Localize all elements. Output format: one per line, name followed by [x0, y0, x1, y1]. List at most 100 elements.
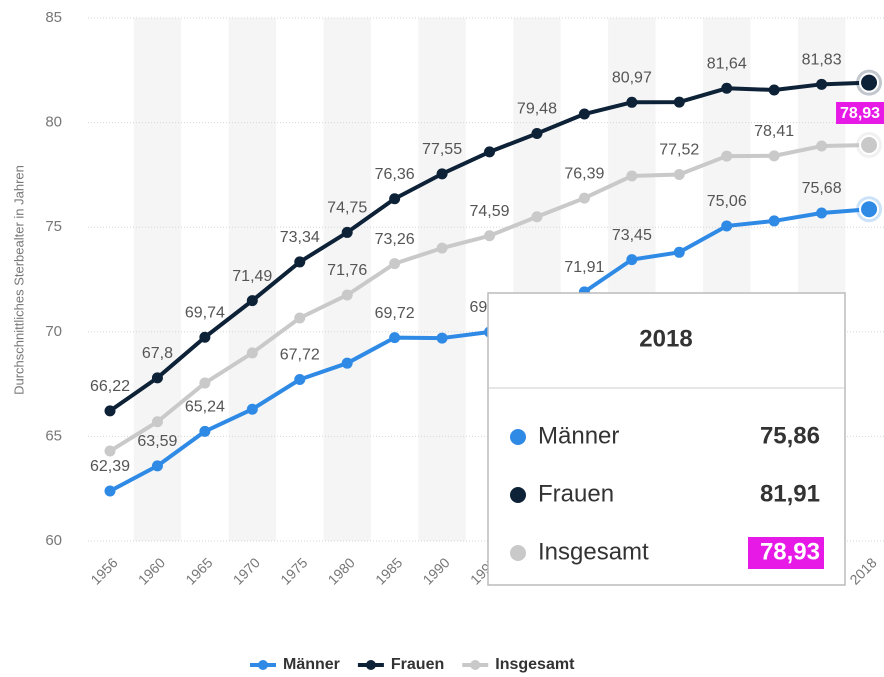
- legend-dot: [365, 660, 376, 670]
- point: [151, 372, 163, 384]
- data-label: 78,93: [840, 105, 880, 122]
- tooltip-name: Insgesamt: [538, 538, 649, 565]
- point: [199, 331, 211, 343]
- tooltip: 2018 Männer 75,86 Frauen 81,91 Insgesamt 78,93: [487, 292, 846, 586]
- point: [816, 207, 828, 219]
- point: [768, 84, 780, 96]
- tooltip-swatch: [510, 429, 526, 445]
- x-tick-label: 1990: [419, 554, 452, 587]
- point: [816, 78, 828, 90]
- point: [721, 150, 733, 162]
- point: [104, 485, 116, 497]
- point: [294, 256, 306, 268]
- point: [626, 96, 638, 108]
- point: [626, 254, 638, 266]
- column-band: [228, 18, 277, 541]
- point: [389, 258, 401, 270]
- point: [816, 140, 828, 152]
- data-label: 77,52: [659, 142, 699, 159]
- data-label: 80,97: [612, 70, 652, 87]
- point: [578, 192, 590, 204]
- y-tick-label: 60: [45, 532, 62, 549]
- x-tick-label: 1956: [87, 554, 120, 587]
- legend-label: Insgesamt: [495, 656, 575, 673]
- point: [436, 332, 448, 344]
- point: [199, 425, 211, 437]
- point: [294, 373, 306, 385]
- point: [151, 460, 163, 472]
- legend-dot: [470, 660, 481, 670]
- point: [104, 445, 116, 457]
- legend-label: Männer: [283, 656, 340, 673]
- point: [768, 215, 780, 227]
- column-band: [418, 18, 466, 541]
- data-label: 69,72: [375, 305, 415, 322]
- tooltip-box: [487, 292, 846, 586]
- point: [341, 357, 353, 369]
- point: [859, 134, 880, 155]
- point: [199, 377, 211, 389]
- point: [104, 405, 116, 417]
- data-label: 71,76: [327, 262, 367, 279]
- data-label: 62,39: [90, 458, 130, 475]
- data-label: 77,55: [422, 141, 462, 158]
- tooltip-swatch: [510, 487, 526, 503]
- point: [246, 347, 258, 359]
- data-label: 65,24: [185, 399, 225, 416]
- data-label: 81,83: [802, 52, 842, 69]
- data-label: 67,72: [280, 347, 320, 364]
- point: [859, 199, 880, 220]
- data-label: 78,41: [754, 123, 794, 140]
- point: [484, 146, 496, 158]
- point: [341, 289, 353, 301]
- point: [626, 170, 638, 182]
- data-label: 76,39: [564, 165, 604, 182]
- point: [436, 168, 448, 180]
- data-label: 66,22: [90, 378, 130, 395]
- data-label: 81,64: [707, 56, 747, 73]
- point: [673, 246, 685, 258]
- data-label: 75,06: [707, 193, 747, 210]
- y-axis-label: Durchschnittliches Sterbealter in Jahren: [11, 165, 26, 395]
- point: [578, 108, 590, 120]
- point: [341, 226, 353, 238]
- data-label: 67,8: [142, 345, 173, 362]
- data-label: 74,75: [327, 200, 367, 217]
- point: [531, 211, 543, 223]
- x-tick-label: 1960: [135, 554, 168, 587]
- tooltip-value: 78,93: [760, 538, 820, 565]
- point: [768, 150, 780, 162]
- data-label: 75,68: [802, 180, 842, 197]
- data-label: 73,45: [612, 227, 652, 244]
- point: [531, 127, 543, 139]
- y-tick-label: 70: [45, 323, 62, 340]
- point: [673, 96, 685, 108]
- y-tick-label: 65: [45, 427, 62, 444]
- point: [246, 403, 258, 415]
- point: [436, 242, 448, 254]
- x-tick-label: 1970: [230, 554, 263, 587]
- y-tick-label: 80: [45, 114, 62, 131]
- point: [484, 230, 496, 242]
- tooltip-swatch: [510, 545, 526, 561]
- x-tick-label: 2018: [846, 554, 879, 587]
- data-label: 73,26: [375, 231, 415, 248]
- tooltip-value: 81,91: [760, 480, 820, 507]
- data-label: 63,59: [137, 433, 177, 450]
- point: [721, 82, 733, 94]
- tooltip-name: Männer: [538, 422, 619, 449]
- point: [294, 312, 306, 324]
- tooltip-value: 75,86: [760, 422, 820, 449]
- data-label: 71,91: [564, 259, 604, 276]
- x-tick-label: 1965: [182, 554, 215, 587]
- point: [389, 332, 401, 344]
- data-label: 73,34: [280, 229, 320, 246]
- legend-label: Frauen: [391, 656, 444, 673]
- x-tick-label: 1985: [372, 554, 405, 587]
- point: [673, 168, 685, 180]
- x-tick-label: 1975: [277, 554, 310, 587]
- y-tick-label: 85: [45, 9, 62, 26]
- point: [859, 72, 880, 93]
- data-label: 71,49: [232, 268, 272, 285]
